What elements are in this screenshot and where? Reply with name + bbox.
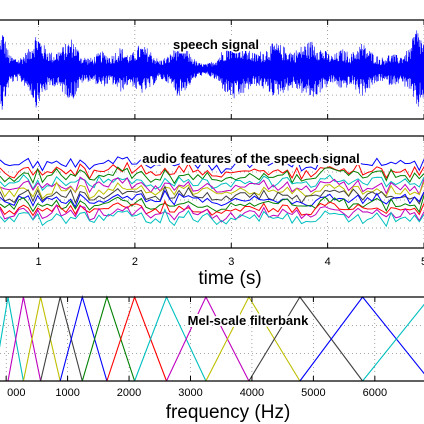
frequency-tick-label: 000 <box>7 387 25 399</box>
feature-line-9 <box>0 194 424 214</box>
frequency-tick-label: 5000 <box>301 387 325 399</box>
feature-line-8 <box>0 189 424 209</box>
time-tick-label: 3 <box>228 256 234 268</box>
time-tick-label: 4 <box>325 256 331 268</box>
frequency-tick-label: 4000 <box>240 387 264 399</box>
feature-line-4 <box>0 174 424 192</box>
frequency-axis-label: frequency (Hz) <box>166 402 291 423</box>
feature-line-5 <box>0 176 424 196</box>
audio-features-panel: 1 2 3 4 5 audio features of the speech signa… <box>0 135 424 289</box>
audio-features-title: audio features of the speech signal <box>142 151 359 166</box>
frequency-tick-label: 2000 <box>117 387 141 399</box>
frequency-tick-label: 3000 <box>178 387 202 399</box>
mel-filter-3 <box>22 296 61 382</box>
feature-line-7 <box>0 184 424 205</box>
frequency-tick-label: 1000 <box>55 387 79 399</box>
frequency-tick-labels: 000 1000 2000 3000 4000 5000 6000 <box>7 387 387 399</box>
time-tick-label: 1 <box>35 256 41 268</box>
mel-filter-12 <box>299 296 424 382</box>
feature-line-12 <box>0 208 424 228</box>
mel-filter-9 <box>166 295 250 382</box>
mel-filter-10 <box>205 295 301 382</box>
mel-filterbank-title: Mel-scale filterbank <box>188 313 309 328</box>
mel-filter-7 <box>106 295 168 382</box>
feature-line-6 <box>0 181 424 200</box>
time-axis-label: time (s) <box>198 268 261 289</box>
speech-signal-panel: speech signal <box>0 19 424 120</box>
speech-waveform <box>0 30 424 110</box>
feature-line-1 <box>0 155 424 175</box>
mel-filter-13 <box>362 303 424 382</box>
audio-features-ticks <box>38 136 424 248</box>
mel-filter-1 <box>0 296 24 382</box>
speech-signal-ticks <box>38 20 424 119</box>
time-tick-labels: 1 2 3 4 5 <box>35 256 424 268</box>
mel-filter-11 <box>248 296 364 382</box>
mel-filter-4 <box>40 296 83 382</box>
time-tick-label: 2 <box>132 256 138 268</box>
speech-signal-title: speech signal <box>173 37 259 52</box>
mel-filter-6 <box>81 295 136 382</box>
mel-filter-8 <box>134 295 207 382</box>
mel-filterbank-panel: 000 1000 2000 3000 4000 5000 6000 Mel-scale fi… <box>0 294 424 423</box>
mel-filter-5 <box>59 294 108 382</box>
time-tick-label: 5 <box>421 256 424 268</box>
feature-line-10 <box>0 199 424 217</box>
feature-line-3 <box>0 166 424 185</box>
frequency-tick-label: 6000 <box>363 387 387 399</box>
audio-features-lines <box>0 155 424 228</box>
mel-filter-2 <box>7 296 42 382</box>
mel-filterbank-grid <box>0 299 424 379</box>
mel-filterbank-ticks <box>5 297 376 381</box>
mel-filterbank-triangles <box>0 294 424 382</box>
